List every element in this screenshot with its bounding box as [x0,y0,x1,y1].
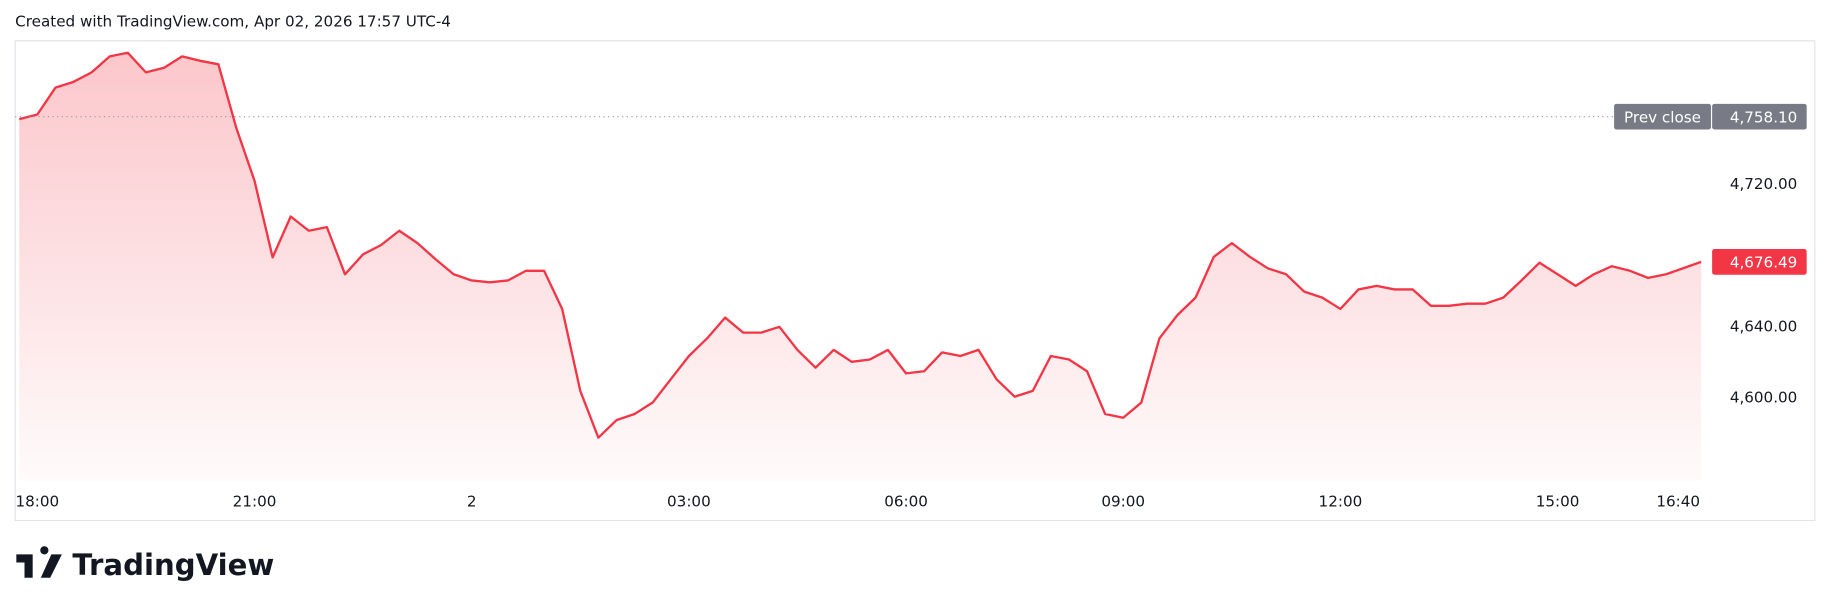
last-price-badge [1712,249,1807,275]
x-tick-label: 16:40 [1656,492,1700,510]
logo: TradingView [16,546,274,582]
x-tick-label: 03:00 [667,492,711,510]
prev-close-badge [1712,103,1807,130]
plot-frame [14,40,1816,522]
x-tick-label: 15:00 [1536,492,1580,510]
logo-mark [16,546,62,578]
area [19,52,1702,481]
header: Created with TradingView.com, Apr 02, 20… [15,13,451,31]
y-tick-label: 4,600.00 [1730,388,1798,406]
x-tick-label: 12:00 [1319,492,1363,510]
last-price-label: 4,676.49 [1730,254,1798,272]
x-tick-label: 21:00 [233,492,277,510]
y-tick-label: 4,720.00 [1730,175,1798,193]
price-line [18,51,1702,439]
prev-close-label: 4,758.10 [1730,108,1798,126]
x-tick-label: 09:00 [1101,492,1145,510]
brand: TradingView [72,548,274,582]
prev-close-name: Prev close [1624,108,1701,126]
prev-close-tag [1614,103,1711,130]
y-tick-label: 4,640.00 [1730,317,1798,335]
x-tick-label: 2 [467,492,477,510]
x-tick-label: 06:00 [884,492,928,510]
x-tick-label: 18:00 [16,492,60,510]
